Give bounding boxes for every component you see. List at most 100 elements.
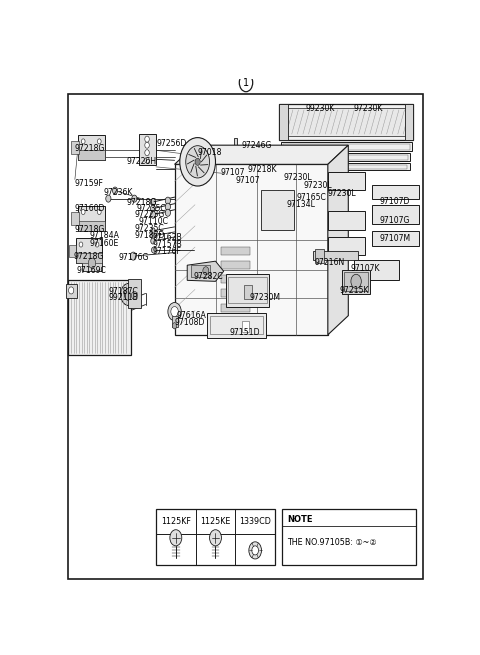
Bar (221, 318, 250, 326)
Text: 1: 1 (243, 78, 249, 88)
Text: 97218G: 97218G (74, 143, 105, 153)
Text: 97236K: 97236K (104, 187, 133, 196)
Bar (354, 260, 398, 280)
Text: 97218G: 97218G (126, 198, 156, 207)
Text: 97246G: 97246G (241, 141, 272, 150)
Text: 97157B: 97157B (152, 240, 182, 248)
Text: THE NO.97105B: ①~②: THE NO.97105B: ①~② (287, 538, 376, 547)
Circle shape (172, 323, 177, 329)
Circle shape (112, 187, 118, 194)
Circle shape (132, 291, 137, 299)
Text: 97235C: 97235C (136, 204, 166, 213)
Text: 97107K: 97107K (350, 264, 380, 272)
Text: 97187D: 97187D (134, 231, 165, 240)
Circle shape (150, 198, 156, 206)
Circle shape (150, 205, 156, 212)
Circle shape (97, 210, 101, 215)
Text: 97223G: 97223G (134, 210, 165, 219)
Bar (71, 141, 79, 154)
Bar (78, 135, 105, 160)
Circle shape (151, 228, 155, 234)
Bar (228, 277, 267, 303)
Circle shape (151, 238, 155, 244)
Text: 99211B: 99211B (108, 293, 138, 303)
Text: NOTE: NOTE (287, 515, 312, 525)
Text: 97282C: 97282C (194, 272, 224, 281)
Bar (66, 284, 77, 298)
Text: 97230L: 97230L (283, 174, 312, 183)
Text: 97218G: 97218G (73, 252, 103, 261)
Text: 97230L: 97230L (304, 181, 332, 190)
Bar (78, 150, 105, 160)
Bar (344, 272, 368, 291)
Text: 97110C: 97110C (138, 217, 168, 226)
Text: 97169C: 97169C (77, 266, 107, 274)
Polygon shape (234, 138, 239, 148)
Bar (372, 204, 419, 224)
Circle shape (195, 159, 200, 165)
Text: 97107G: 97107G (379, 216, 409, 225)
Text: 97107D: 97107D (379, 196, 409, 206)
Bar (284, 108, 409, 136)
Bar (78, 221, 105, 231)
Circle shape (351, 274, 361, 288)
Bar (221, 275, 250, 284)
Bar (68, 280, 131, 355)
Bar (83, 255, 102, 271)
Bar (78, 206, 105, 231)
Circle shape (106, 195, 111, 202)
Text: 99230K: 99230K (305, 104, 335, 113)
Circle shape (171, 307, 178, 316)
Bar (279, 104, 288, 140)
Text: 97187C: 97187C (108, 287, 138, 296)
Circle shape (130, 252, 136, 260)
Circle shape (88, 258, 96, 269)
Bar (241, 321, 249, 332)
Text: 97107: 97107 (236, 176, 260, 185)
Text: 97616A: 97616A (176, 311, 206, 320)
Circle shape (252, 546, 259, 555)
Bar (372, 185, 419, 198)
Circle shape (95, 242, 99, 247)
Text: 97134L: 97134L (286, 200, 315, 209)
Text: 1339CD: 1339CD (239, 517, 271, 526)
Circle shape (81, 139, 85, 144)
Circle shape (150, 212, 156, 218)
Bar (71, 212, 79, 225)
Text: 1125KE: 1125KE (200, 517, 231, 526)
Text: 97256D: 97256D (156, 139, 187, 147)
Bar (313, 251, 358, 260)
Circle shape (97, 139, 101, 144)
Bar (76, 238, 102, 263)
Bar (226, 274, 269, 307)
Circle shape (151, 233, 155, 239)
Bar (221, 303, 250, 312)
Text: 97018: 97018 (198, 148, 222, 157)
Text: 97159F: 97159F (75, 179, 104, 187)
Circle shape (180, 138, 216, 186)
Text: 97165C: 97165C (296, 193, 326, 202)
Text: 97230L: 97230L (328, 189, 357, 198)
Circle shape (168, 303, 181, 321)
Text: 97215K: 97215K (339, 286, 369, 295)
Text: 1125KF: 1125KF (161, 517, 191, 526)
Bar (221, 261, 250, 269)
Text: 97160E: 97160E (89, 238, 119, 248)
Text: 97162B: 97162B (152, 233, 182, 242)
Bar (282, 509, 416, 565)
Circle shape (152, 247, 156, 253)
Text: 97230K: 97230K (354, 104, 383, 113)
Text: 97230M: 97230M (250, 293, 281, 303)
Circle shape (69, 287, 74, 294)
Bar (328, 211, 365, 230)
Bar (207, 312, 266, 338)
Circle shape (120, 284, 137, 306)
Circle shape (81, 210, 85, 215)
Bar (76, 253, 102, 263)
Polygon shape (175, 164, 328, 335)
Bar (283, 153, 410, 161)
Circle shape (170, 530, 182, 546)
Circle shape (124, 288, 133, 301)
Bar (288, 165, 408, 169)
Bar (139, 134, 156, 165)
